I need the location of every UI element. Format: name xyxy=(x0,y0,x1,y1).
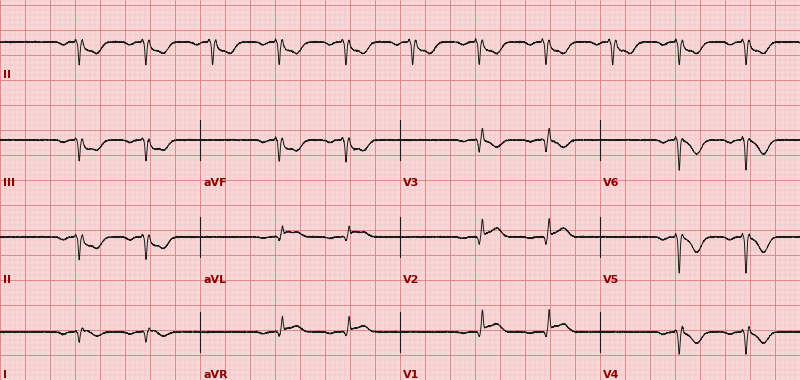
Text: II: II xyxy=(3,70,11,80)
Text: I: I xyxy=(3,370,7,380)
Text: III: III xyxy=(3,178,15,188)
Text: aVR: aVR xyxy=(203,370,228,380)
Text: V6: V6 xyxy=(603,178,619,188)
Text: V3: V3 xyxy=(403,178,419,188)
Text: aVL: aVL xyxy=(203,275,226,285)
Text: V1: V1 xyxy=(403,370,419,380)
Text: V5: V5 xyxy=(603,275,619,285)
Text: V4: V4 xyxy=(603,370,619,380)
Text: II: II xyxy=(3,275,11,285)
Text: aVF: aVF xyxy=(203,178,226,188)
Text: V2: V2 xyxy=(403,275,419,285)
